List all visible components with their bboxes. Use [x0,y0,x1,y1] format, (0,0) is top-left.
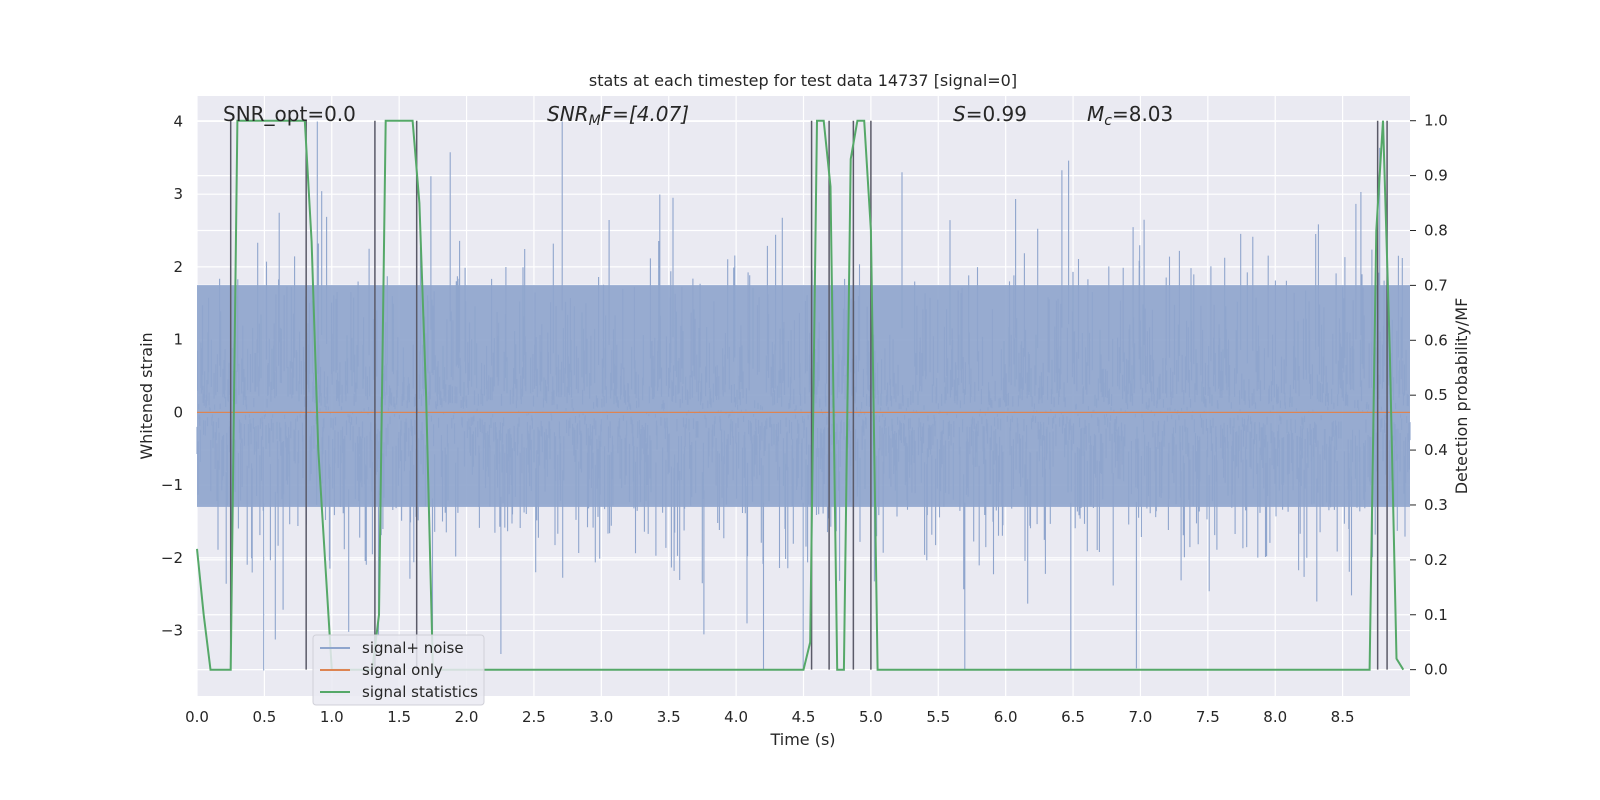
legend-box [312,634,485,706]
mc-annotation: Mc=8.03 [1087,102,1173,129]
y2-tick-label-7: 0.3 [1424,496,1448,514]
x-tick-label-15: 7.5 [1196,708,1220,726]
y-tick-label-1: 3 [173,185,183,203]
y2-tick-label-5: 0.5 [1424,386,1448,404]
y-axis-label: Whitened strain [137,332,156,459]
y-tick-label-3: 1 [173,331,183,349]
x-tick-label-2: 1.0 [320,708,344,726]
y2-tick-label-0: 1.0 [1424,112,1448,130]
legend-label-signal: signal only [362,661,443,679]
x-tick-label-11: 5.5 [926,708,950,726]
x-tick-label-10: 5.0 [859,708,883,726]
x-tick-label-1: 0.5 [252,708,276,726]
y2-tick-label-1: 0.9 [1424,167,1448,185]
vertical-markers [229,120,1388,670]
x-tick-label-3: 1.5 [387,708,411,726]
x-tick-label-4: 2.0 [455,708,479,726]
signal-noise-series [196,121,1411,671]
y-tick-label-7: −3 [161,622,183,640]
x-axis-label: Time (s) [769,730,835,749]
y-tick-label-6: −2 [161,549,183,567]
y2-tick-label-6: 0.4 [1424,441,1448,459]
y2-axis-label: Detection probability/MF [1452,298,1471,495]
signal-statistics-series [196,119,1405,671]
y2-tick-label-9: 0.1 [1424,606,1448,624]
y-tick-label-5: −1 [161,476,183,494]
snr-mf-sub: M [589,113,601,129]
snr-mf-base: SNR [547,102,589,126]
y-tick-label-0: 4 [173,112,183,130]
s-value: =0.99 [966,102,1027,126]
x-axis-ticks: 0.0 0.5 1.0 1.5 2.0 2.5 3.0 3.5 4.0 4.5 5.0 5.5 6.0 6… [185,708,1354,726]
snr-mf-rest: F=[4.07] [601,102,689,126]
x-tick-label-5: 2.5 [522,708,546,726]
mc-label: M [1087,102,1104,126]
s-annotation: S=0.99 [953,102,1027,126]
legend-label-noise: signal+ noise [362,639,464,657]
snr-mf-annotation: SNRMF=[4.07] [547,102,689,129]
legend-label-stat: signal statistics [362,683,478,701]
x-tick-label-6: 3.0 [589,708,613,726]
x-tick-label-9: 4.5 [792,708,816,726]
y-axis-ticks: 4 3 2 1 0 −1 −2 −3 [161,112,183,639]
mc-value: =8.03 [1112,102,1173,126]
y2-tick-label-10: 0.0 [1424,661,1448,679]
noise-band [197,285,1410,507]
x-tick-label-16: 8.0 [1263,708,1287,726]
y-tick-label-4: 0 [173,403,183,421]
x-tick-label-14: 7.0 [1129,708,1153,726]
y2-tick-label-4: 0.6 [1424,331,1448,349]
s-label: S [953,102,966,126]
y2-axis-ticks: 1.0 0.9 0.8 0.7 0.6 0.5 0.4 0.3 0.2 0.1 0.0 [1410,112,1448,679]
chart-title: stats at each timestep for test data 147… [589,71,1017,90]
snr-opt-annotation: SNR_opt=0.0 [223,102,356,126]
mc-sub: c [1104,113,1112,129]
x-tick-label-12: 6.0 [994,708,1018,726]
y-tick-label-2: 2 [173,258,183,276]
legend: signal+ noise signal only signal statist… [312,634,485,706]
x-tick-label-0: 0.0 [185,708,209,726]
x-tick-label-17: 8.5 [1331,708,1355,726]
x-tick-label-13: 6.5 [1061,708,1085,726]
x-tick-label-8: 4.0 [724,708,748,726]
y2-tick-label-3: 0.7 [1424,276,1448,294]
x-tick-label-7: 3.5 [657,708,681,726]
y2-tick-label-2: 0.8 [1424,221,1448,239]
signal-statistics-line [196,119,1405,671]
y2-tick-label-8: 0.2 [1424,551,1448,569]
